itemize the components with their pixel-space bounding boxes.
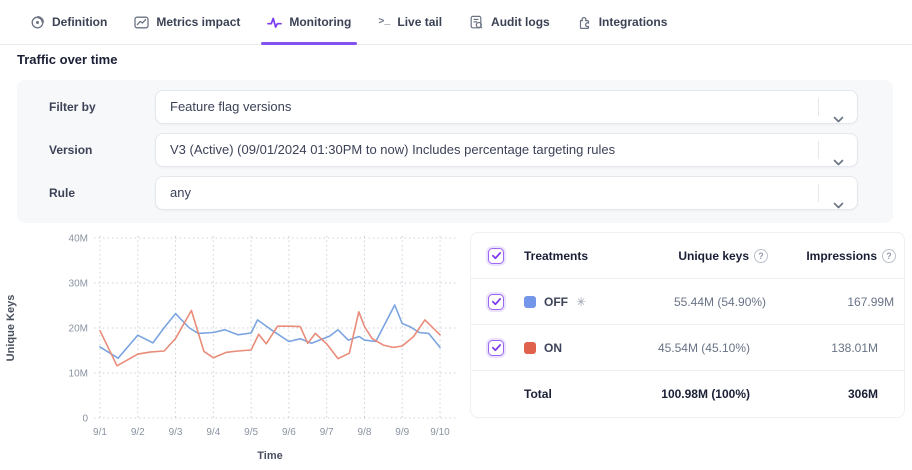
off-color-swatch — [524, 295, 536, 308]
on-impressions: 138.01M — [831, 340, 878, 355]
on-unique-keys: 45.54M (45.10%) — [657, 340, 750, 355]
metrics-impact-icon — [134, 15, 149, 30]
monitoring-icon — [267, 15, 283, 30]
audit-logs-icon — [469, 15, 484, 30]
total-unique-keys: 100.98M (100%) — [661, 387, 750, 401]
svg-text:20M: 20M — [69, 324, 88, 335]
unique-keys-header: Unique keys ? — [588, 248, 769, 263]
tab-label: Definition — [52, 15, 108, 29]
traffic-chart-svg: 40M 30M 20M 10M 0 9/1 9/2 9/3 9/4 9/5 9/6 9/7 9/8 9/9… — [5, 234, 456, 462]
table-row-off: OFF ✳ 55.44M (54.90%) 167.99M — [471, 279, 904, 325]
help-icon[interactable]: ? — [882, 248, 897, 263]
definition-icon — [30, 15, 45, 30]
tab-label: Live tail — [397, 15, 443, 29]
page-title: Traffic over time — [17, 52, 118, 67]
total-impressions: 306M — [847, 387, 878, 401]
tab-label: Audit logs — [491, 15, 550, 29]
svg-text:30M: 30M — [69, 279, 88, 290]
default-treatment-icon: ✳ — [576, 294, 587, 309]
tab-label: Monitoring — [289, 15, 352, 29]
svg-text:9/1: 9/1 — [93, 427, 107, 438]
treatments-header: Treatments — [524, 248, 589, 263]
divider — [818, 184, 819, 202]
treatment-name: OFF — [544, 294, 568, 309]
off-checkbox[interactable] — [488, 293, 504, 310]
svg-text:40M: 40M — [69, 234, 88, 245]
tab-live-tail[interactable]: >_ Live tail — [378, 0, 442, 44]
table-row-on: ON 45.54M (45.10%) 138.01M — [471, 325, 904, 371]
tab-metrics-impact[interactable]: Metrics impact — [134, 0, 240, 44]
filter-by-select[interactable]: Feature flag versions — [155, 90, 858, 124]
chevron-down-icon — [833, 104, 844, 123]
on-checkbox[interactable] — [488, 339, 504, 356]
svg-text:9/3: 9/3 — [169, 427, 183, 438]
tab-bar: Definition Metrics impact Monitoring >_ … — [0, 0, 912, 45]
tab-integrations[interactable]: Integrations — [577, 0, 668, 44]
select-all-checkbox[interactable] — [488, 247, 504, 264]
help-icon[interactable]: ? — [754, 248, 769, 263]
svg-text:9/7: 9/7 — [320, 427, 334, 438]
rule-label: Rule — [49, 186, 76, 200]
svg-text:9/9: 9/9 — [395, 427, 409, 438]
treatment-name: ON — [544, 340, 562, 355]
on-color-swatch — [524, 341, 536, 354]
tab-audit-logs[interactable]: Audit logs — [469, 0, 550, 44]
svg-text:0: 0 — [82, 414, 88, 425]
svg-text:9/2: 9/2 — [131, 427, 145, 438]
rule-select[interactable]: any — [155, 176, 858, 210]
chevron-down-icon — [833, 147, 844, 166]
treatment-on: ON — [524, 341, 570, 355]
version-value: V3 (Active) (09/01/2024 01:30PM to now) … — [170, 142, 616, 157]
treatment-off: OFF ✳ — [524, 295, 586, 309]
version-label: Version — [49, 143, 93, 157]
filter-panel: Filter by Feature flag versions Version … — [17, 80, 893, 223]
filter-row-filter-by: Filter by Feature flag versions — [49, 90, 858, 124]
svg-text:9/5: 9/5 — [244, 427, 258, 438]
svg-text:9/8: 9/8 — [358, 427, 372, 438]
live-tail-icon: >_ — [378, 16, 391, 28]
chevron-down-icon — [833, 190, 844, 209]
divider — [818, 141, 819, 159]
svg-text:9/4: 9/4 — [206, 427, 220, 438]
tab-label: Integrations — [598, 15, 668, 29]
svg-text:9/6: 9/6 — [282, 427, 296, 438]
tab-label: Metrics impact — [156, 15, 241, 29]
off-unique-keys: 55.44M (54.90%) — [674, 294, 767, 309]
table-header-row: Treatments Unique keys ? Impressions ? — [471, 233, 904, 279]
version-select[interactable]: V3 (Active) (09/01/2024 01:30PM to now) … — [155, 133, 858, 167]
treatments-table: Treatments Unique keys ? Impressions ? O… — [470, 232, 905, 418]
traffic-chart: 40M 30M 20M 10M 0 9/1 9/2 9/3 9/4 9/5 9/6 9/7 9/8 9/9… — [0, 226, 470, 470]
off-impressions: 167.99M — [847, 294, 895, 309]
integrations-icon — [577, 15, 592, 30]
y-axis-title: Unique Keys — [5, 295, 17, 362]
svg-text:9/10: 9/10 — [430, 427, 450, 438]
tab-monitoring[interactable]: Monitoring — [261, 0, 358, 45]
rule-value: any — [170, 185, 191, 200]
tab-definition[interactable]: Definition — [30, 0, 107, 44]
x-axis-title: Time — [257, 450, 282, 462]
divider — [818, 98, 819, 116]
filter-by-label: Filter by — [49, 100, 96, 114]
filter-row-rule: Rule any — [49, 176, 858, 210]
filter-row-version: Version V3 (Active) (09/01/2024 01:30PM … — [49, 133, 858, 167]
total-label: Total — [524, 387, 552, 401]
filter-by-value: Feature flag versions — [170, 99, 292, 114]
svg-text:10M: 10M — [69, 369, 88, 380]
table-row-total: Total 100.98M (100%) 306M — [471, 371, 904, 417]
impressions-header: Impressions ? — [768, 248, 897, 263]
